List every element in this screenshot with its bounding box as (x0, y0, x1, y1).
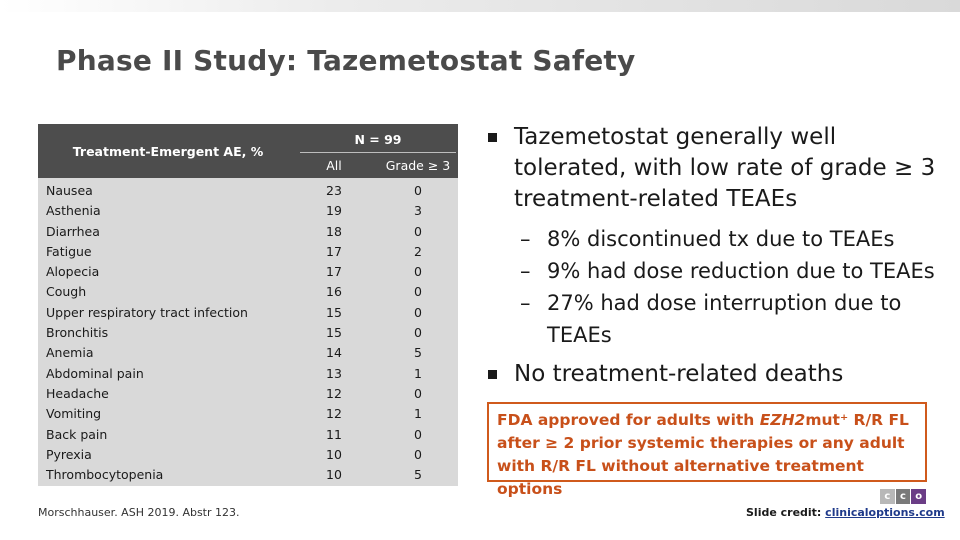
ae-all-value: 19 (326, 203, 342, 219)
bullet-tolerability-text: Tazemetostat generally well tolerated, w… (514, 124, 936, 212)
table-row: Bronchitis 15 0 (38, 323, 458, 343)
ae-grade3-value: 0 (414, 223, 422, 239)
sub-bullet: –27% had dose interruption due to TEAEs (520, 291, 902, 347)
credit-link[interactable]: clinicaloptions.com (825, 506, 945, 519)
ae-name: Vomiting (46, 406, 102, 422)
ae-grade3-value: 0 (414, 264, 422, 280)
ae-grade3-value: 1 (414, 406, 422, 422)
ae-all-value: 13 (326, 365, 342, 381)
bullet-square-icon (488, 133, 497, 142)
table-row: Abdominal pain 13 1 (38, 364, 458, 384)
sub-bullet-text: 9% had dose reduction due to TEAEs (547, 259, 935, 283)
header-grade3: Grade ≥ 3 (385, 157, 451, 173)
ae-name: Anemia (46, 345, 94, 361)
ae-all-value: 17 (326, 264, 342, 280)
sub-bullets: –8% discontinued tx due to TEAEs –9% had… (488, 223, 948, 351)
sub-bullet: –8% discontinued tx due to TEAEs (520, 227, 895, 251)
ae-name: Headache (46, 385, 109, 401)
table-row: Pyrexia 10 0 (38, 445, 458, 465)
table-body: Nausea 23 0 Asthenia 19 3 Diarrhea 18 0 Fatigue 17… (38, 181, 458, 485)
table-row: Alopecia 17 0 (38, 262, 458, 282)
logo-letter: c (895, 489, 911, 504)
ae-name: Back pain (46, 426, 108, 442)
table-row: Fatigue 17 2 (38, 242, 458, 262)
ae-all-value: 11 (326, 426, 342, 442)
ae-all-value: 12 (326, 406, 342, 422)
logo-letter: o (911, 489, 927, 504)
ae-name: Pyrexia (46, 446, 92, 462)
ae-all-value: 10 (326, 467, 342, 483)
ae-name: Nausea (46, 183, 93, 198)
bullet-tolerability: Tazemetostat generally well tolerated, w… (488, 122, 948, 215)
ae-grade3-value: 5 (414, 467, 422, 483)
reference-citation: Morschhauser. ASH 2019. Abstr 123. (38, 506, 240, 519)
ae-grade3-value: 1 (414, 365, 422, 381)
sub-bullet: –9% had dose reduction due to TEAEs (520, 259, 935, 283)
ae-all-value: 10 (326, 446, 342, 462)
ae-grade3-value: 2 (414, 243, 422, 259)
ae-grade3-value: 0 (414, 385, 422, 401)
ae-grade3-value: 0 (414, 304, 422, 320)
ae-grade3-value: 3 (414, 203, 422, 219)
ae-grade3-value: 0 (414, 446, 422, 462)
header-ae: Treatment-Emergent AE, % (72, 143, 264, 159)
ae-grade3-value: 0 (414, 426, 422, 442)
table-row: Nausea 23 0 (38, 181, 458, 201)
ae-all-value: 12 (326, 385, 342, 401)
ae-all-value: 23 (326, 183, 342, 198)
ae-name: Abdominal pain (46, 365, 144, 381)
table-row: Asthenia 19 3 (38, 201, 458, 221)
header-all: All (326, 157, 342, 173)
ae-name: Asthenia (46, 203, 101, 219)
table-row: Diarrhea 18 0 (38, 222, 458, 242)
ae-all-value: 14 (326, 345, 342, 361)
table-header: Treatment-Emergent AE, % N = 99 All Grad… (38, 124, 458, 178)
bullet-deaths-text: No treatment-related deaths (514, 361, 844, 387)
credit-label: Slide credit: (746, 506, 826, 519)
ae-all-value: 18 (326, 223, 342, 239)
ae-all-value: 15 (326, 325, 342, 341)
adverse-events-table: Treatment-Emergent AE, % N = 99 All Grad… (38, 124, 458, 486)
ae-grade3-value: 5 (414, 345, 422, 361)
ae-name: Thrombocytopenia (46, 467, 164, 483)
table-row: Thrombocytopenia 10 5 (38, 465, 458, 485)
ae-name: Diarrhea (46, 223, 100, 239)
ae-all-value: 17 (326, 243, 342, 259)
ae-name: Alopecia (46, 264, 100, 280)
logo-letter: c (880, 489, 895, 504)
sub-bullet-text: 8% discontinued tx due to TEAEs (547, 227, 895, 251)
ae-all-value: 15 (326, 304, 342, 320)
table-row: Vomiting 12 1 (38, 404, 458, 424)
slide-title: Phase II Study: Tazemetostat Safety (56, 44, 636, 77)
ae-name: Bronchitis (46, 325, 109, 341)
table-row: Anemia 14 5 (38, 343, 458, 363)
table-row: Cough 16 0 (38, 282, 458, 302)
ae-all-value: 16 (326, 284, 342, 300)
header-n: N = 99 (300, 126, 456, 153)
cco-logo: c c o (880, 489, 927, 504)
top-gradient-bar (0, 0, 960, 12)
sub-bullet-text: 27% had dose interruption due to TEAEs (547, 291, 902, 347)
bullet-deaths: No treatment-related deaths (488, 359, 948, 390)
callout-prefix: FDA approved for adults with (497, 411, 760, 429)
table-row: Back pain 11 0 (38, 425, 458, 445)
callout-suffix: mut⁺ R/R FL after ≥ 2 prior systemic the… (497, 411, 909, 498)
ae-name: Cough (46, 284, 87, 300)
ae-grade3-value: 0 (414, 325, 422, 341)
ae-grade3-value: 0 (414, 183, 422, 198)
ae-name: Fatigue (46, 243, 92, 259)
ae-name: Upper respiratory tract infection (46, 304, 248, 320)
fda-approval-callout: FDA approved for adults with EZH2mut⁺ R/… (487, 402, 927, 498)
ae-grade3-value: 0 (414, 284, 422, 300)
callout-gene: EZH2 (759, 411, 806, 429)
table-row: Upper respiratory tract infection 15 0 (38, 303, 458, 323)
key-points: Tazemetostat generally well tolerated, w… (488, 122, 948, 390)
bullet-square-icon (488, 370, 497, 379)
table-row: Headache 12 0 (38, 384, 458, 404)
slide-credit: Slide credit: clinicaloptions.com (746, 506, 945, 519)
